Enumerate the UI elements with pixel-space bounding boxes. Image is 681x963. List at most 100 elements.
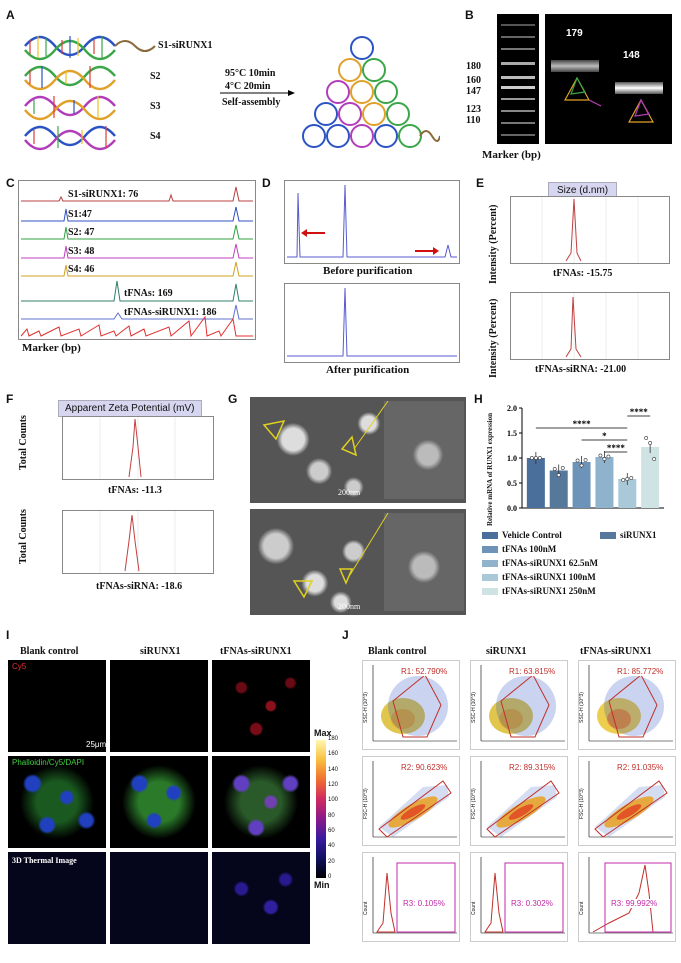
bar-5 <box>641 447 660 508</box>
hplc-after-trace <box>287 287 457 357</box>
significance-label: **** <box>607 443 626 453</box>
data-point <box>629 476 634 480</box>
gel-marker-lane <box>497 14 539 144</box>
gate-label-r1: R1: 63.815% <box>507 667 558 676</box>
fluor-cy5-blank <box>8 660 106 752</box>
trace-label-s1sirunx1: S1-siRUNX1: 76 <box>68 189 139 200</box>
gel-value-148: 148 <box>623 50 640 61</box>
panel-e-label: E <box>476 176 485 190</box>
legend-item-vehicle: Vehicle Control <box>482 530 562 540</box>
strand-label-s1: S1-siRUNX1 <box>158 40 213 51</box>
flow-col-blank: Blank control <box>368 646 427 657</box>
dls-top-plot <box>510 196 670 264</box>
panel-b-label: B <box>465 8 474 22</box>
zeta-top-plot <box>62 416 214 480</box>
data-point <box>533 456 538 460</box>
trace-label-s1: S1:47 <box>68 209 92 220</box>
y-tick-label: 0.0 <box>507 504 517 513</box>
flow-plot-r2-1: R2: 89.315% FSC-H (10^3) <box>470 756 568 846</box>
bar-1 <box>549 470 568 508</box>
dls-top-curve <box>541 197 639 263</box>
zeta-title: Apparent Zeta Potential (mV) <box>58 400 202 417</box>
fluor-cy5-tfnas <box>212 660 310 752</box>
panel-i-label: I <box>6 628 10 642</box>
significance-label: **** <box>630 407 649 417</box>
flow-ylabel: Count <box>579 901 585 915</box>
tem-image-bottom <box>250 509 466 615</box>
fluor-col-tfnas: tFNAs-siRUNX1 <box>220 646 292 657</box>
data-point <box>621 478 626 482</box>
gate-label-r2: R2: 91.035% <box>615 763 666 772</box>
dls-ylabel-top: Intensity (Percent) <box>488 204 499 284</box>
flow-plot-r1-0: R1: 52.790% SSC-H (10^3) <box>362 660 460 750</box>
colorbar-tick-label: 180 <box>328 736 339 742</box>
legend-swatch <box>482 588 498 596</box>
gate-label-r3: R3: 0.105% <box>401 899 447 908</box>
hplc-before-trace <box>287 184 457 258</box>
thermal-colorbar <box>316 740 326 878</box>
legend-item-100nm: tFNAs-siRUNX1 100nM <box>482 572 596 582</box>
panel-a-label: A <box>6 8 15 22</box>
data-point <box>556 473 561 477</box>
bar-chart-ylabel: Relative mRNA of RUNX1 expression <box>486 412 494 526</box>
data-point <box>537 456 542 460</box>
colorbar-tick-label: 60 <box>328 828 335 834</box>
legend-swatch <box>600 532 616 540</box>
marker-band-123: 123 <box>466 104 481 115</box>
trace-label-s2: S2: 47 <box>68 227 95 238</box>
flow-ylabel: SSC-H (10^3) <box>579 692 585 723</box>
trace-label-tfnas: tFNAs: 169 <box>124 288 173 299</box>
fluor-scale: 25μm <box>86 740 107 749</box>
gate-label-r1: R1: 85.772% <box>615 667 666 676</box>
hplc-before-box <box>284 180 460 264</box>
panel-j-label: J <box>342 628 349 642</box>
electropherogram-box <box>18 180 256 340</box>
hplc-before-caption: Before purification <box>323 265 413 277</box>
data-point <box>560 466 565 470</box>
legend-item-250nm: tFNAs-siRUNX1 250nM <box>482 586 596 596</box>
strand-label-s4: S4 <box>150 131 161 142</box>
data-point <box>575 458 580 463</box>
flow-plot-r2-2: R2: 91.035% FSC-H (10^3) <box>578 756 676 846</box>
bar-3 <box>595 457 614 508</box>
electropherogram-marker-title: Marker (bp) <box>22 342 81 354</box>
gate-label-r2: R2: 89.315% <box>507 763 558 772</box>
legend-swatch <box>482 574 498 582</box>
flow-plot-r3-2: R3: 99.992% Count <box>578 852 676 942</box>
condition-4c: 4°C 20min <box>225 81 271 92</box>
zeta-ylabel-bottom: Total Counts <box>18 509 29 564</box>
data-point <box>652 457 657 461</box>
dls-bottom-plot <box>510 292 670 360</box>
dls-bottom-curve <box>541 293 639 359</box>
tem-image-top <box>250 397 466 503</box>
zeta-ylabel-top: Total Counts <box>18 415 29 470</box>
fluor-col-sirunx1: siRUNX1 <box>140 646 181 657</box>
data-point <box>602 457 607 461</box>
flow-ylabel: FSC-H (10^3) <box>579 788 585 819</box>
fluor-merge-sirunx1 <box>110 756 208 848</box>
zeta-top-caption: tFNAs: -11.3 <box>108 485 162 496</box>
data-point <box>606 454 611 459</box>
tem-scale-top: 200nm <box>338 488 361 497</box>
strand-label-s3: S3 <box>150 101 161 112</box>
fluor-thermal-sirunx1 <box>110 852 208 944</box>
data-point <box>579 463 584 468</box>
colorbar-tick-label: 120 <box>328 782 339 788</box>
marker-band-180: 180 <box>466 61 481 72</box>
colorbar-max: Max <box>314 728 332 738</box>
flow-ylabel: Count <box>471 901 477 915</box>
flow-ylabel: Count <box>363 901 369 915</box>
panel-a-strands-diagram <box>24 35 440 151</box>
fluor-row-cy5: Cy5 <box>12 662 27 671</box>
data-point <box>583 458 588 462</box>
colorbar-tick-label: 40 <box>328 843 335 850</box>
colorbar-tick-label: 100 <box>328 797 339 804</box>
bar-2 <box>572 462 591 508</box>
condition-95c: 95°C 10min <box>225 68 276 79</box>
fluor-thermal-blank <box>8 852 106 944</box>
tem-scale-bottom: 200nm <box>338 602 361 611</box>
bar-0 <box>526 458 545 508</box>
flow-ylabel: FSC-H (10^3) <box>471 788 477 819</box>
marker-band-110: 110 <box>466 115 481 126</box>
flow-ylabel: SSC-H (10^3) <box>363 692 369 723</box>
